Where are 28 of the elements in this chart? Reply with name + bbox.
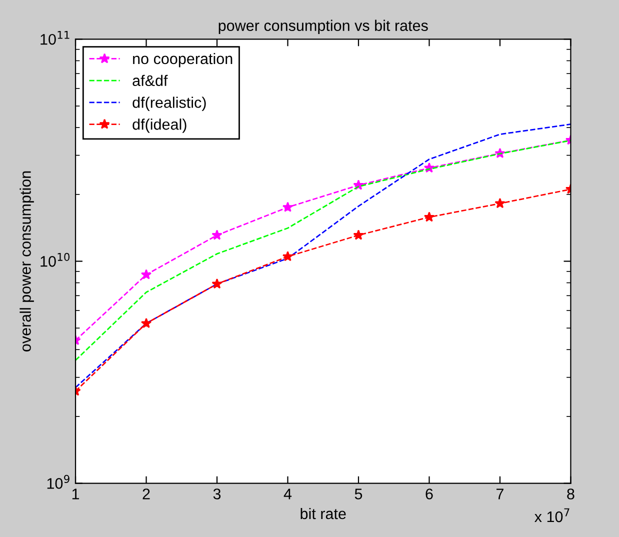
x-axis-title: bit rate xyxy=(300,508,346,520)
y-tick-label: 10$^{11}$ xyxy=(40,30,70,45)
legend-label: df(ideal) xyxy=(132,118,186,133)
point xyxy=(140,318,152,328)
legend-label: af&df xyxy=(132,74,168,86)
legend-label: df(realistic) xyxy=(132,96,206,111)
y-axis-title: overall power consumption xyxy=(20,171,34,352)
point xyxy=(494,198,506,208)
point xyxy=(212,278,222,289)
y-tick-label: 10$^{10}$ xyxy=(40,252,70,267)
x-tick-label: 2 xyxy=(142,488,150,500)
point xyxy=(282,250,294,262)
x-tick-label: 1 xyxy=(72,488,80,500)
x-tick-label: 6 xyxy=(426,488,433,500)
legend-label: no cooperation xyxy=(133,52,232,68)
x-tick-label: 3 xyxy=(213,488,221,500)
y-tick-label: 10$^{9}$ xyxy=(47,474,70,489)
point xyxy=(140,269,152,280)
text: x 10$^{7}$ xyxy=(534,508,570,522)
point xyxy=(212,230,222,240)
x-tick-label: 7 xyxy=(496,488,504,500)
x-tick-label: 4 xyxy=(284,488,292,500)
point xyxy=(353,230,364,240)
x-tick-label: 8 xyxy=(567,488,574,500)
point xyxy=(424,212,435,222)
chart-title: power consumption vs bit rates xyxy=(218,20,428,34)
point xyxy=(282,202,294,212)
x-tick-label: 5 xyxy=(354,488,362,500)
